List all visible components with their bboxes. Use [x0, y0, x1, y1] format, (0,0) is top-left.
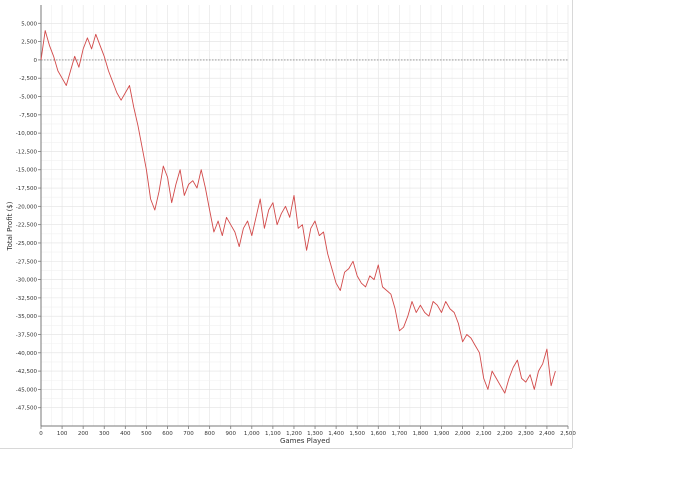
y-tick-label: -27,500: [16, 259, 38, 265]
y-tick-label: -22,500: [16, 223, 38, 229]
x-tick-label: 2,200: [497, 431, 513, 437]
x-tick-label: 1,300: [307, 431, 323, 437]
y-tick-label: -30,000: [16, 278, 38, 284]
x-tick-label: 500: [141, 431, 152, 437]
x-tick-label: 2,000: [455, 431, 471, 437]
y-tick-label: -35,000: [16, 314, 38, 320]
y-axis: 5,000 2,500 0 -2,500 -5,000 -7,500 -10,000 -12,…: [16, 21, 41, 412]
y-axis-label: Total Profit ($): [6, 201, 14, 251]
y-tick-label: -45,000: [16, 387, 38, 393]
x-tick-label: 200: [78, 431, 89, 437]
x-tick-label: 1,900: [434, 431, 450, 437]
y-tick-label: -10,000: [16, 131, 38, 137]
y-tick-label: -5,000: [19, 95, 37, 101]
chart-gridlines: [40, 5, 569, 426]
panel-divider-vertical: [572, 0, 573, 448]
y-tick-label: -40,000: [16, 351, 38, 357]
x-tick-label: 900: [225, 431, 236, 437]
profit-line: [40, 30, 556, 394]
profit-series: [40, 30, 556, 394]
x-tick-label: 400: [120, 431, 131, 437]
x-tick-label: 1,000: [244, 431, 260, 437]
y-tick-label: -32,500: [16, 296, 38, 302]
x-tick-label: 1,400: [328, 431, 344, 437]
y-tick-label: -37,500: [16, 332, 38, 338]
x-tick-label: 600: [162, 431, 173, 437]
x-axis: 0 100 200 300 400 500 600 700 800 900 1,000 1,100 1,…: [39, 426, 576, 437]
x-tick-label: 0: [39, 431, 43, 437]
y-tick-label: -42,500: [16, 369, 38, 375]
x-tick-label: 1,200: [286, 431, 302, 437]
x-tick-label: 2,400: [539, 431, 555, 437]
x-tick-label: 2,100: [476, 431, 492, 437]
y-tick-label: -47,500: [16, 406, 38, 412]
x-tick-label: 2,500: [560, 431, 576, 437]
y-tick-label: 2,500: [21, 40, 37, 46]
y-tick-label: -25,000: [16, 241, 38, 247]
y-tick-label: -15,000: [16, 168, 38, 174]
panel-divider-horizontal: [0, 448, 572, 449]
x-tick-label: 1,800: [413, 431, 429, 437]
y-tick-label: -20,000: [16, 204, 38, 210]
x-tick-label: 700: [183, 431, 194, 437]
x-tick-label: 800: [204, 431, 215, 437]
y-tick-label: 0: [34, 58, 38, 64]
y-tick-label: -7,500: [19, 113, 37, 119]
y-tick-label: -17,500: [16, 186, 38, 192]
y-tick-label: -12,500: [16, 149, 38, 155]
x-tick-label: 2,300: [518, 431, 534, 437]
x-tick-label: 1,600: [370, 431, 386, 437]
x-tick-label: 1,100: [265, 431, 281, 437]
x-tick-label: 1,700: [391, 431, 407, 437]
x-tick-label: 100: [57, 431, 68, 437]
plot-frame: [40, 5, 568, 427]
x-axis-label: Games Played: [280, 437, 330, 445]
x-tick-label: 1,500: [349, 431, 365, 437]
x-tick-label: 300: [99, 431, 110, 437]
y-tick-label: -2,500: [19, 76, 37, 82]
y-tick-label: 5,000: [21, 21, 37, 27]
